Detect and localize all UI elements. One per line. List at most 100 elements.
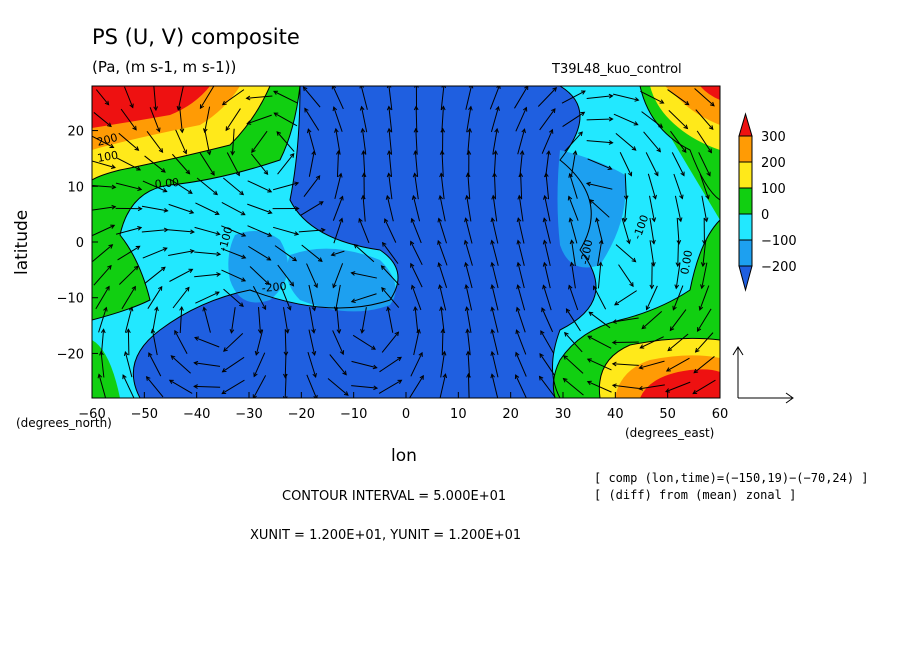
wind-arrowhead — [104, 100, 110, 106]
wind-arrow — [354, 244, 375, 263]
wind-arrowhead — [266, 256, 272, 261]
wind-arrowhead — [495, 105, 500, 111]
wind-arrowhead — [675, 262, 681, 268]
x-tick-label: 40 — [607, 407, 624, 422]
wind-arrowhead — [153, 106, 158, 112]
wind-arrowhead — [667, 346, 673, 352]
wind-arrow — [360, 86, 368, 110]
wind-arrowhead — [182, 149, 188, 155]
wind-arrow — [438, 218, 447, 244]
wind-arrowhead — [163, 207, 169, 213]
wind-arrow — [332, 86, 344, 110]
contour-label: -100 — [216, 225, 235, 252]
wind-arrow — [124, 86, 134, 108]
wind-arrow — [329, 354, 347, 375]
vector-units-text: XUNIT = 1.200E+01, YUNIT = 1.200E+01 — [250, 528, 522, 543]
wind-arrowhead — [521, 128, 526, 134]
wind-arrow — [539, 376, 556, 398]
wind-arrowhead — [631, 257, 637, 263]
wind-arrowhead — [338, 217, 344, 223]
wind-arrow — [438, 262, 448, 288]
filled-contour-field — [92, 86, 720, 398]
wind-arrow — [273, 90, 298, 104]
wind-arrowhead — [380, 265, 386, 270]
wind-arrowhead — [372, 364, 378, 370]
wind-arrowhead — [137, 226, 143, 231]
wind-arrowhead — [199, 104, 205, 110]
wind-arrowhead — [465, 350, 471, 356]
wind-arrowhead — [665, 388, 671, 393]
wind-arrowhead — [410, 217, 416, 223]
wind-arrow — [671, 152, 685, 176]
wind-arrow — [515, 329, 527, 355]
wind-arrow — [492, 128, 498, 155]
wind-arrowhead — [294, 181, 300, 186]
wind-arrowhead — [133, 265, 139, 271]
wind-arrowhead — [103, 306, 108, 312]
wind-arrowhead — [371, 345, 376, 350]
level-above-300-northeast — [700, 86, 720, 100]
wind-arrowhead — [97, 373, 103, 379]
wind-arrowhead — [518, 172, 524, 178]
contour-label: 0.00 — [678, 249, 695, 275]
wind-arrowhead — [709, 101, 715, 107]
wind-arrow — [412, 195, 421, 222]
wind-arrow — [516, 307, 526, 333]
wind-arrow — [410, 352, 423, 377]
wind-arrowhead — [659, 99, 665, 104]
wind-arrowhead — [122, 374, 127, 380]
wind-arrow — [517, 262, 525, 289]
wind-arrow — [332, 330, 344, 355]
wind-arrowhead — [669, 326, 675, 332]
wind-arrowhead — [253, 372, 258, 378]
wind-arrowhead — [569, 239, 575, 245]
wind-arrow — [676, 217, 680, 244]
wind-arrow — [410, 241, 423, 266]
wind-arrow — [411, 218, 422, 244]
wind-arrowhead — [361, 172, 367, 178]
wind-arrowhead — [386, 172, 392, 178]
wind-arrow — [280, 285, 291, 310]
wind-arrowhead — [221, 389, 227, 395]
wind-arrow — [699, 285, 710, 311]
wind-arrow — [588, 311, 611, 329]
wind-arrowhead — [569, 261, 575, 267]
level-above-300-northwest — [92, 86, 210, 128]
wind-arrow — [415, 106, 418, 133]
wind-arrow — [335, 128, 341, 155]
wind-arrow — [194, 385, 221, 388]
wind-arrowhead — [539, 352, 544, 358]
wind-arrowhead — [135, 245, 141, 251]
wind-arrow — [624, 195, 628, 222]
wind-arrowhead — [515, 329, 520, 335]
wind-arrowhead — [516, 239, 522, 245]
wind-arrow — [649, 217, 655, 244]
wind-arrow — [562, 111, 585, 127]
wind-arrow — [388, 86, 393, 111]
wind-arrow — [204, 128, 211, 155]
wind-arrow — [174, 330, 188, 354]
wind-arrow — [194, 273, 221, 278]
wind-arrow — [649, 195, 655, 222]
wind-arrow — [697, 308, 712, 332]
wind-arrowhead — [111, 204, 117, 210]
reference-vector — [732, 346, 794, 404]
wind-arrow — [223, 177, 244, 196]
wind-arrowhead — [568, 217, 574, 223]
wind-arrowhead — [419, 374, 424, 380]
wind-arrowhead — [568, 284, 573, 290]
wind-arrow — [306, 263, 318, 288]
wind-arrowhead — [132, 125, 137, 131]
wind-arrowhead — [189, 249, 195, 254]
wind-arrowhead — [672, 305, 677, 311]
colorbar-min-arrow — [738, 265, 753, 292]
wind-arrow — [284, 373, 287, 398]
wind-arrowhead — [292, 256, 298, 262]
wind-arrowhead — [683, 124, 689, 130]
wind-arrow — [673, 173, 683, 199]
wind-arrowhead — [586, 380, 592, 386]
wind-arrowhead — [221, 100, 227, 106]
contour-label: -200 — [578, 239, 595, 266]
wind-arrow — [221, 225, 246, 237]
